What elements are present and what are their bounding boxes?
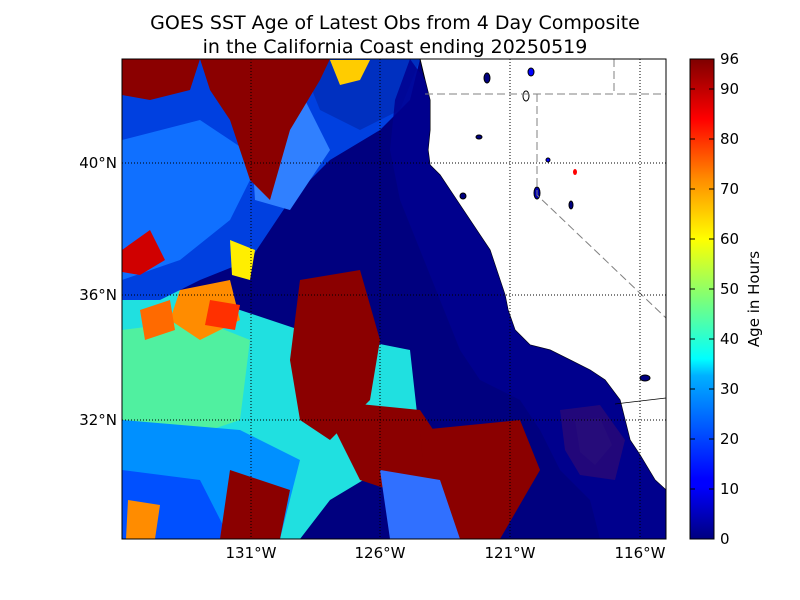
state-borders: [425, 59, 666, 319]
lon-label-116w: 116°W: [615, 544, 666, 562]
colorbar-tick-label: 0: [720, 530, 730, 548]
colorbar-tick-label: 96: [720, 50, 739, 68]
map-title-line1: GOES SST Age of Latest Obs from 4 Day Co…: [150, 12, 640, 34]
colorbar-ticks: 96 90 80 70 60 50 40 30 20 10 0: [690, 50, 739, 548]
colorbar-tick-label: 60: [720, 230, 739, 248]
colorbar-tick-label: 30: [720, 380, 739, 398]
colorbar-tick-label: 90: [720, 80, 739, 98]
map-panel: [122, 59, 666, 539]
lon-label-131w: 131°W: [226, 544, 277, 562]
colorbar-tick-label: 10: [720, 480, 739, 498]
colorbar-tick-label: 50: [720, 280, 739, 298]
colorbar-tick-label: 40: [720, 330, 739, 348]
lat-label-36n: 36°N: [79, 286, 117, 304]
lat-label-40n: 40°N: [79, 154, 117, 172]
colorbar-tick-label: 70: [720, 180, 739, 198]
map-frame: [121, 58, 667, 540]
colorbar-label: Age in Hours: [745, 251, 763, 347]
lon-label-121w: 121°W: [485, 544, 536, 562]
colorbar-tick-label: 80: [720, 130, 739, 148]
map-title-line2: in the California Coast ending 20250519: [202, 36, 588, 58]
colorbar-gradient: [689, 58, 715, 540]
colorbar: 96 90 80 70 60 50 40 30 20 10 0 Age in Hours: [689, 50, 763, 548]
lon-label-126w: 126°W: [355, 544, 406, 562]
lat-label-32n: 32°N: [79, 411, 117, 429]
graticule: [122, 59, 666, 539]
colorbar-tick-label: 20: [720, 430, 739, 448]
